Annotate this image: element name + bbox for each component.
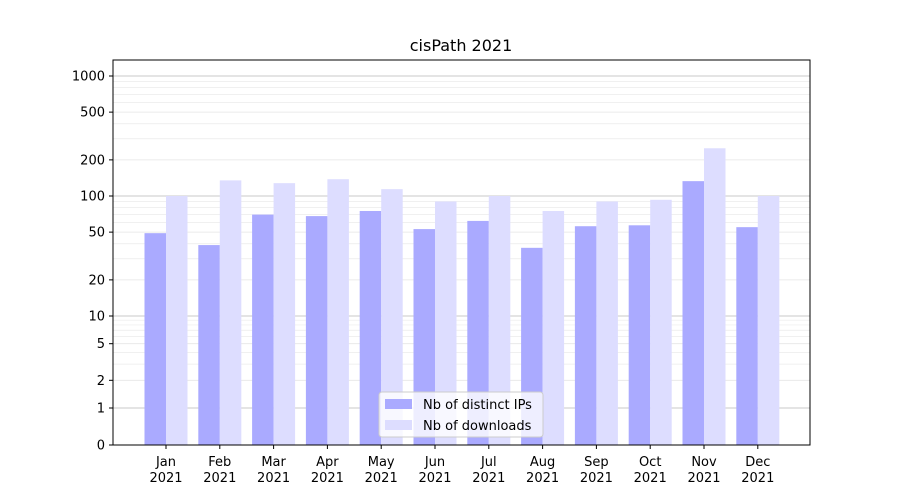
y-axis: 0 1 2 5 10 20 50 100 200 500 1000 [72, 70, 113, 454]
bar-downloads [273, 183, 296, 445]
y-tick-label: 10 [88, 310, 105, 325]
x-tick-label: Sep 2021 [580, 455, 613, 486]
y-tick-label: 2 [97, 374, 105, 389]
bar-downloads [435, 201, 457, 445]
x-tick-label: Jul 2021 [472, 455, 505, 486]
bar-distinct-ips [682, 181, 704, 445]
x-axis: Jan 2021 Feb 2021 Mar 2021 Apr 2021 May 2021 Jun 20… [149, 445, 774, 486]
bar-downloads [327, 179, 349, 445]
y-tick-label: 500 [80, 106, 105, 121]
bar-distinct-ips [252, 214, 274, 445]
legend: Nb of distinct IPs Nb of downloads [378, 391, 544, 438]
bar-distinct-ips [467, 220, 489, 445]
bar-distinct-ips [628, 225, 651, 445]
y-tick-label: 100 [80, 190, 105, 205]
x-tick-label: Mar 2021 [257, 455, 290, 486]
x-tick-label: Apr 2021 [311, 455, 344, 486]
x-tick-label: May 2021 [365, 455, 398, 486]
x-tick-label: Jan 2021 [149, 455, 182, 486]
legend-label: Nb of distinct IPs [423, 398, 532, 413]
y-tick-label: 0 [97, 439, 105, 454]
y-tick-label: 1 [97, 402, 105, 417]
legend-swatch [385, 399, 412, 409]
x-tick-label: Oct 2021 [634, 455, 667, 486]
legend-box [378, 391, 544, 438]
bar-distinct-ips [574, 226, 597, 445]
x-tick-label: Nov 2021 [687, 455, 720, 486]
bars [144, 148, 780, 445]
x-tick-label: Dec 2021 [741, 455, 774, 486]
legend-label: Nb of downloads [423, 419, 532, 434]
bar-downloads [596, 201, 618, 445]
bar-distinct-ips [198, 245, 220, 445]
chart-title: cisPath 2021 [410, 36, 513, 55]
bar-distinct-ips [144, 233, 166, 445]
bar-downloads [219, 180, 242, 445]
x-tick-label: Jun 2021 [418, 455, 451, 486]
bar-distinct-ips [413, 229, 435, 445]
bar-downloads [704, 148, 726, 445]
legend-swatch [385, 420, 412, 430]
y-tick-label: 1000 [72, 70, 105, 85]
y-tick-label: 50 [88, 226, 105, 241]
bar-distinct-ips [305, 216, 328, 445]
y-tick-label: 5 [97, 337, 105, 352]
bar-downloads [166, 196, 188, 445]
bar-downloads [542, 210, 565, 445]
bar-downloads [650, 199, 672, 445]
bar-distinct-ips [359, 210, 382, 445]
x-tick-label: Feb 2021 [203, 455, 236, 486]
bar-distinct-ips [736, 227, 758, 445]
bar-downloads [757, 196, 780, 445]
y-tick-label: 20 [88, 273, 105, 288]
bar-downloads [381, 189, 403, 445]
x-tick-label: Aug 2021 [526, 455, 559, 486]
plot-frame [112, 59, 811, 446]
y-tick-label: 200 [80, 153, 105, 168]
bar-downloads [488, 196, 511, 445]
